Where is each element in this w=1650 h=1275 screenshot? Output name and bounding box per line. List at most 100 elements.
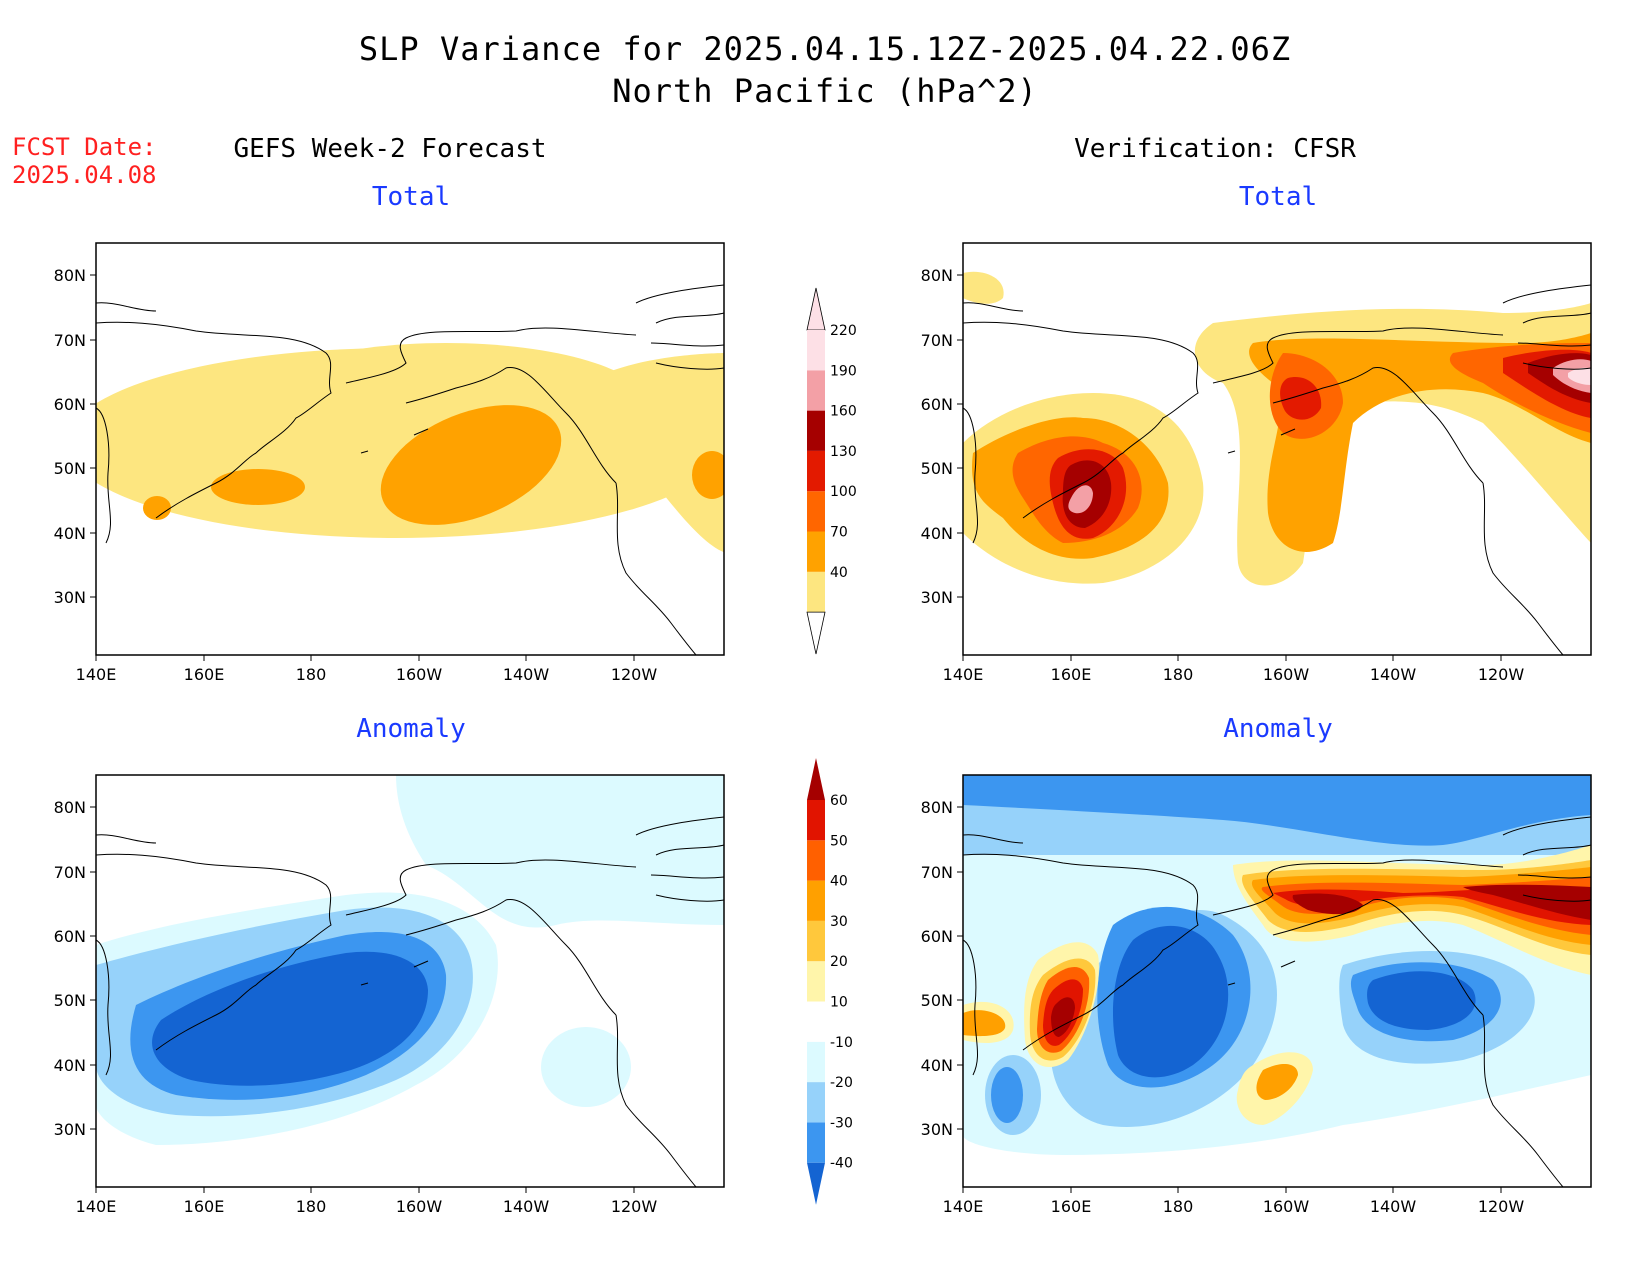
lat-label: 60N — [921, 927, 953, 946]
coastline — [635, 816, 725, 836]
coastline — [405, 899, 617, 1016]
colorbar-label: -20 — [830, 1075, 853, 1091]
coastline — [1502, 816, 1592, 836]
coastline — [1022, 452, 1124, 519]
colorbar-swatch — [807, 370, 825, 411]
lat-label: 30N — [54, 588, 86, 607]
lat-label: 70N — [54, 331, 86, 350]
panel-frame — [95, 774, 725, 1188]
coastline — [962, 302, 1024, 312]
colorbar-swatch — [807, 330, 825, 371]
lat-label: 30N — [921, 1120, 953, 1139]
coastline — [413, 428, 429, 436]
coastline — [962, 939, 979, 1076]
coastline — [1482, 1014, 1564, 1188]
lat-label: 40N — [921, 1056, 953, 1075]
colorbar-swatch — [807, 961, 825, 1002]
colorbar-swatch — [807, 1122, 825, 1163]
coastline — [95, 302, 157, 312]
colorbar-swatch — [807, 920, 825, 962]
fcst-date-label: FCST Date: — [12, 133, 157, 161]
panel-title-verification-total: Total — [1238, 182, 1318, 212]
colorbar-label: 130 — [830, 444, 857, 460]
coastline — [95, 939, 112, 1076]
colorbar-label: 60 — [830, 793, 848, 809]
coastline — [1227, 982, 1236, 986]
coastline — [413, 960, 429, 968]
lon-label: 140E — [76, 665, 117, 684]
colorbar-swatch — [807, 491, 825, 532]
coastline — [345, 859, 637, 916]
panel-frame — [962, 774, 1592, 1188]
panel-frame — [95, 242, 725, 656]
lon-label: 160E — [184, 1197, 225, 1216]
coastline — [1272, 899, 1484, 1016]
total-shade-40 — [606, 353, 724, 553]
colorbar-swatch — [807, 1041, 825, 1083]
lon-label: 160W — [1263, 665, 1310, 684]
coastline — [95, 407, 112, 544]
map-verification-total: 80N 70N 60N 50N 40N 30N 140E 160E 180 160W 140W 120… — [921, 242, 1592, 684]
colorbar-label: 50 — [830, 833, 848, 849]
anomaly-shade-neg10 — [541, 1027, 631, 1107]
colorbar-label: -10 — [830, 1035, 853, 1051]
coastline — [1522, 894, 1592, 902]
coastline — [615, 482, 697, 656]
coastline — [1522, 844, 1592, 856]
coastline — [962, 834, 1024, 844]
lat-label: 50N — [921, 991, 953, 1010]
lon-label: 140E — [943, 665, 984, 684]
coastline — [1022, 984, 1124, 1051]
colorbar-swatch — [807, 450, 825, 492]
lon-label: 140W — [1370, 1197, 1417, 1216]
total-shade-220 — [1568, 367, 1591, 385]
anomaly-shade-pos30 — [963, 1010, 1006, 1037]
coastline — [1517, 874, 1592, 879]
colorbar-total: 40 70 100 130 160 190 220 — [806, 287, 857, 655]
coastline — [615, 1014, 697, 1188]
lat-label: 70N — [54, 863, 86, 882]
coastline — [650, 874, 725, 879]
lat-label: 70N — [921, 331, 953, 350]
lon-label: 140E — [943, 1197, 984, 1216]
anomaly-shade-pos60 — [1292, 893, 1363, 915]
colorbar-label: 40 — [830, 565, 848, 581]
lat-label: 50N — [54, 991, 86, 1010]
map-verification-anomaly: 80N 70N 60N 50N 40N 30N 140E 160E 180 160W 140W 120… — [921, 774, 1592, 1216]
lon-label: 120W — [1478, 1197, 1525, 1216]
total-shade-70 — [211, 469, 305, 505]
lat-label: 30N — [921, 588, 953, 607]
lon-label: 160E — [184, 665, 225, 684]
anomaly-shade-neg30 — [963, 775, 1591, 846]
coastline — [345, 327, 637, 384]
total-shade-70 — [143, 496, 171, 520]
colorbar-label: 70 — [830, 525, 848, 541]
coastline — [1212, 327, 1504, 384]
map-forecast-anomaly: 80N 70N 60N 50N 40N 30N 140E 160E 180 160W 140W 120… — [54, 774, 725, 1216]
lon-label: 180 — [296, 1197, 327, 1216]
coastline — [155, 452, 257, 519]
total-shade-40 — [963, 271, 1004, 304]
coastline-layer — [962, 816, 1592, 1188]
lon-label: 140E — [76, 1197, 117, 1216]
colorbar-label: 30 — [830, 914, 848, 930]
anomaly-shade-neg40 — [1367, 971, 1476, 1030]
colorbar-label: 190 — [830, 363, 857, 379]
coastline — [1212, 859, 1504, 916]
lat-label: 40N — [921, 524, 953, 543]
lon-label: 180 — [296, 665, 327, 684]
lat-label: 80N — [54, 266, 86, 285]
total-shade-190 — [1068, 485, 1093, 514]
lat-label: 60N — [54, 927, 86, 946]
colorbar-swatch — [807, 410, 825, 451]
coastline — [95, 834, 157, 844]
coastline — [655, 362, 725, 370]
colorbar-swatch — [807, 1082, 825, 1123]
coastline-layer — [95, 816, 725, 1188]
colorbar-swatch — [807, 880, 825, 921]
coastline — [1482, 482, 1564, 656]
lon-label: 180 — [1163, 1197, 1194, 1216]
colorbar-swatch — [807, 1001, 825, 1042]
anomaly-shade-neg40 — [1113, 925, 1229, 1078]
